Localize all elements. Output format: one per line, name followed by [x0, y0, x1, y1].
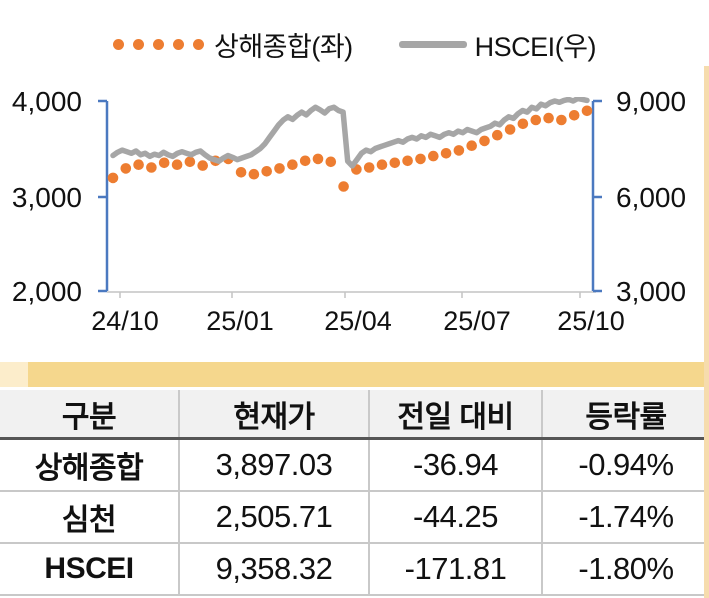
table-row: 상해종합 3,897.03 -36.94 -0.94%: [0, 440, 709, 492]
shanghai-dot: [376, 159, 388, 170]
shanghai-dot: [402, 155, 413, 167]
table-header-cell: 등락률: [585, 400, 667, 434]
shanghai-dot: [158, 157, 170, 169]
shanghai-dot: [197, 160, 208, 171]
table-cell-name: HSCEI: [0, 544, 180, 594]
shanghai-dot: [466, 140, 478, 151]
legend-label-shanghai: 상해종합(좌): [213, 31, 353, 62]
legend-line-icon: [398, 40, 467, 48]
shanghai-dot: [440, 148, 452, 159]
right-axis-line: [591, 99, 602, 293]
table-cell-price: 9,358.32: [180, 544, 370, 594]
table-cell-pct: -1.80%: [578, 551, 674, 586]
table-row: HSCEI 9,358.32 -171.81 -1.80%: [0, 544, 709, 596]
table-cell-price: 2,505.71: [180, 492, 370, 542]
shanghai-dot: [581, 105, 593, 117]
table-row: 심천 2,505.71 -44.25 -1.74%: [0, 492, 709, 544]
shanghai-dot: [133, 159, 144, 170]
shanghai-dot: [338, 181, 349, 192]
legend-dots-icon: [112, 38, 204, 50]
right-axis-tick-label: 6,000: [616, 182, 686, 213]
shanghai-dot: [146, 162, 157, 173]
right-axis-tick-label: 3,000: [616, 276, 686, 307]
shanghai-dot: [299, 155, 311, 167]
table-header-cell: 전일 대비: [370, 390, 543, 437]
shanghai-dot: [492, 129, 503, 141]
shanghai-dot: [389, 157, 401, 169]
table-cell-change: -171.81: [370, 544, 543, 594]
section-band-main: [28, 362, 709, 387]
shanghai-dot: [556, 114, 567, 126]
shanghai-dot: [107, 172, 119, 184]
x-axis-tick-label: 25/10: [557, 306, 625, 336]
shanghai-dot: [248, 168, 260, 180]
table-cell-name: 상해종합: [0, 440, 180, 490]
shanghai-dot: [325, 156, 337, 168]
legend-label-hscei: HSCEI(우): [474, 31, 597, 62]
shanghai-dot: [415, 153, 426, 165]
shanghai-dot: [363, 162, 375, 173]
section-band-left: [0, 362, 28, 387]
table-cell-change: -44.25: [370, 492, 543, 542]
x-axis-ticks: [119, 292, 581, 298]
table-header-row: 구분 현재가 전일 대비 등락률: [0, 390, 709, 440]
shanghai-dot: [517, 118, 529, 130]
shanghai-dot: [171, 159, 183, 170]
shanghai-dot: [184, 156, 196, 168]
table-cell-price: 3,897.03: [180, 440, 370, 490]
shanghai-dot: [428, 150, 439, 162]
shanghai-dot: [287, 159, 298, 170]
shanghai-dot: [120, 163, 132, 174]
shanghai-dot: [543, 112, 554, 124]
x-axis-tick-label: 24/10: [91, 306, 159, 336]
dual-axis-line-chart: 4,000 3,000 2,000 9,000 6,000 3,000 24/1…: [12, 86, 686, 336]
table-header-cell: 현재가: [180, 390, 370, 437]
left-axis-line: [98, 99, 109, 293]
table-cell-change: -36.94: [370, 440, 543, 490]
shanghai-dot: [261, 166, 273, 177]
shanghai-dot: [235, 167, 247, 178]
shanghai-dot: [312, 153, 324, 165]
x-axis-tick-label: 25/07: [443, 306, 511, 336]
right-edge-strip: [704, 66, 709, 598]
left-axis-tick-label: 2,000: [12, 276, 82, 307]
hscei-line: [110, 97, 590, 169]
index-table: 구분 현재가 전일 대비 등락률 상해종합 3,897.03 -36.94 -0…: [0, 390, 709, 596]
shanghai-dot: [504, 124, 516, 135]
left-axis-tick-label: 3,000: [12, 182, 82, 213]
shanghai-dot: [479, 135, 490, 147]
x-axis-tick-label: 25/01: [206, 306, 274, 336]
series-layer: [107, 97, 593, 192]
legend-item-shanghai: 상해종합(좌): [112, 25, 353, 64]
x-axis-tick-label: 25/04: [324, 306, 392, 336]
table-cell-name: 심천: [0, 492, 180, 542]
table-cell-pct: -1.74%: [578, 499, 674, 534]
chart-legend: 상해종합(좌) HSCEI(우): [0, 26, 709, 62]
left-axis-tick-label: 4,000: [12, 86, 82, 117]
legend-item-hscei: HSCEI(우): [398, 25, 597, 64]
shanghai-dot: [530, 114, 542, 126]
shanghai-dot: [568, 110, 580, 121]
shanghai-dot: [453, 145, 465, 156]
section-band: [0, 362, 709, 387]
right-axis-tick-label: 9,000: [616, 86, 686, 117]
table-header-cell: 구분: [0, 390, 180, 437]
table-cell-pct: -0.94%: [578, 447, 674, 482]
shanghai-dot: [274, 163, 285, 174]
